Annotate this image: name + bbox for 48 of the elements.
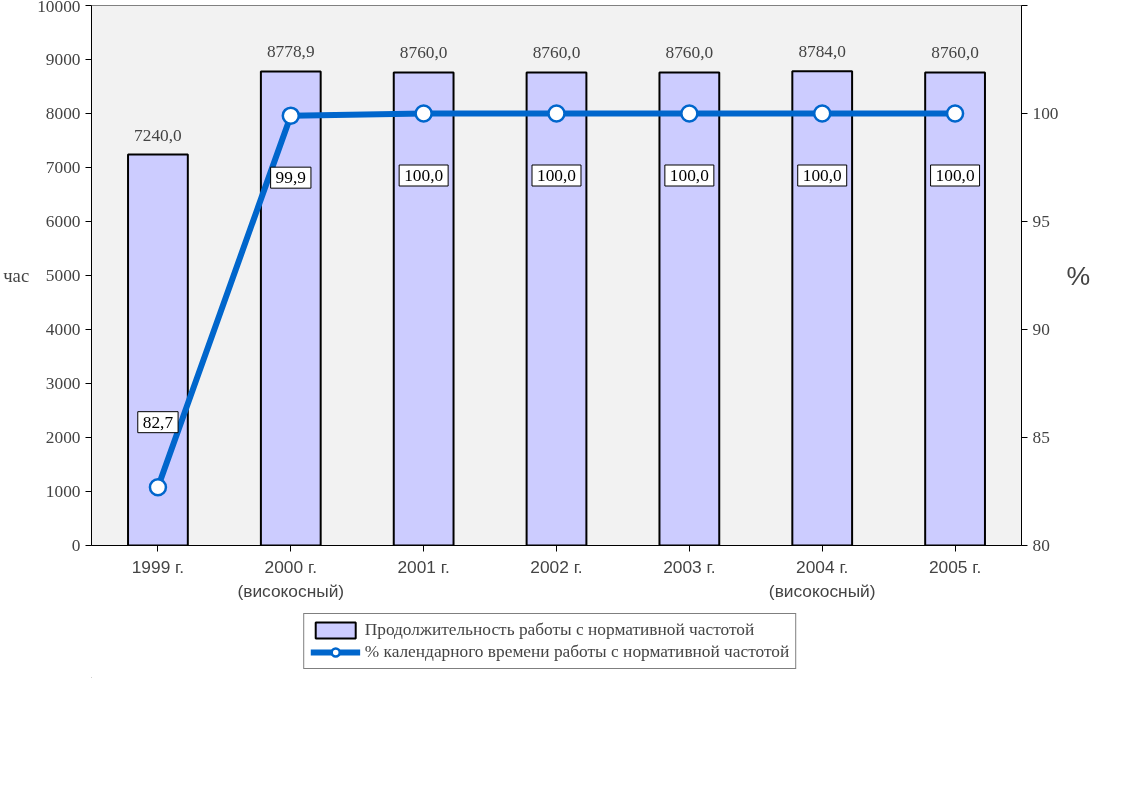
y-tick-label: 8000 <box>45 104 81 123</box>
x-tick-label: 2003 г. <box>663 556 716 577</box>
data-label: 100,0 <box>802 166 842 185</box>
point <box>812 104 832 123</box>
data-label: 8778,9 <box>266 42 315 62</box>
y2-axis-title: % <box>1066 260 1091 291</box>
x-tick-label: 1999 г. <box>131 556 185 577</box>
point <box>945 104 965 123</box>
data-label: 100,0 <box>404 166 444 185</box>
data-label: 8760,0 <box>532 43 581 63</box>
data-label: 8760,0 <box>399 43 448 63</box>
y-tick-label: 1000 <box>45 482 81 501</box>
y-tick-label: 10000 <box>37 0 81 16</box>
point <box>148 477 168 497</box>
y2-tick-label: 85 <box>1032 428 1050 447</box>
y-tick-label: 7000 <box>45 158 81 177</box>
x-tick-label: 2000 г. (високосный) <box>237 556 345 601</box>
y-tick-label: 4000 <box>45 320 81 339</box>
data-label: 100,0 <box>935 166 975 185</box>
y-tick-label: 3000 <box>45 374 81 393</box>
legend-label: Продолжительность работы с нормативной частотой <box>364 619 755 640</box>
point <box>547 104 566 123</box>
point <box>680 104 699 123</box>
data-label: 82,7 <box>142 412 174 432</box>
data-label: 8760,0 <box>931 43 979 63</box>
data-label: 7240,0 <box>134 125 182 145</box>
data-label: 99,9 <box>275 168 306 188</box>
y2-tick-label: 100 <box>1032 104 1059 123</box>
point <box>414 104 433 123</box>
data-label: 100,0 <box>669 166 709 185</box>
y-tick-label: 2000 <box>45 428 81 447</box>
legend-label: % календарного времени работы с нормативной частотой <box>364 641 790 662</box>
data-label: 8784,0 <box>798 42 847 62</box>
y-tick-label: 5000 <box>45 266 81 285</box>
y-axis-title: час <box>3 265 30 286</box>
data-label: 100,0 <box>537 166 577 185</box>
y-tick-label: 6000 <box>45 212 81 231</box>
y-tick-label: 0 <box>71 536 81 555</box>
data-label: 8760,0 <box>665 43 714 63</box>
x-tick-label: 2002 г. <box>530 556 583 577</box>
y2-tick-label: 90 <box>1032 320 1050 339</box>
x-tick-label: 2004 г. (високосный) <box>768 556 876 601</box>
y2-tick-label: 80 <box>1032 536 1050 555</box>
y2-tick-label: 95 <box>1032 212 1050 231</box>
x-tick-label: 2005 г. <box>928 556 982 577</box>
y-tick-label: 9000 <box>45 50 81 69</box>
point <box>281 106 301 125</box>
x-tick-label: 2001 г. <box>397 556 450 577</box>
